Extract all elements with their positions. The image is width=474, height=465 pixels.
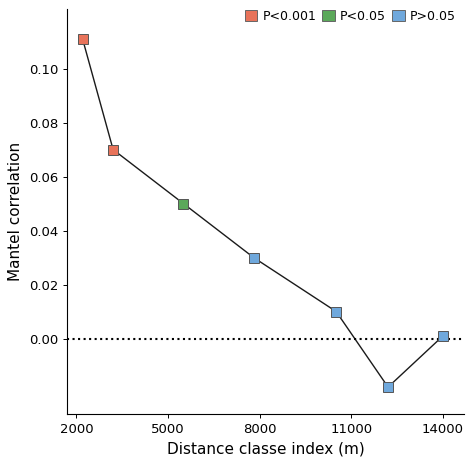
X-axis label: Distance classe index (m): Distance classe index (m) (167, 442, 365, 457)
Legend: P<0.001, P<0.05, P>0.05: P<0.001, P<0.05, P>0.05 (242, 7, 458, 26)
Y-axis label: Mantel correlation: Mantel correlation (9, 142, 23, 281)
